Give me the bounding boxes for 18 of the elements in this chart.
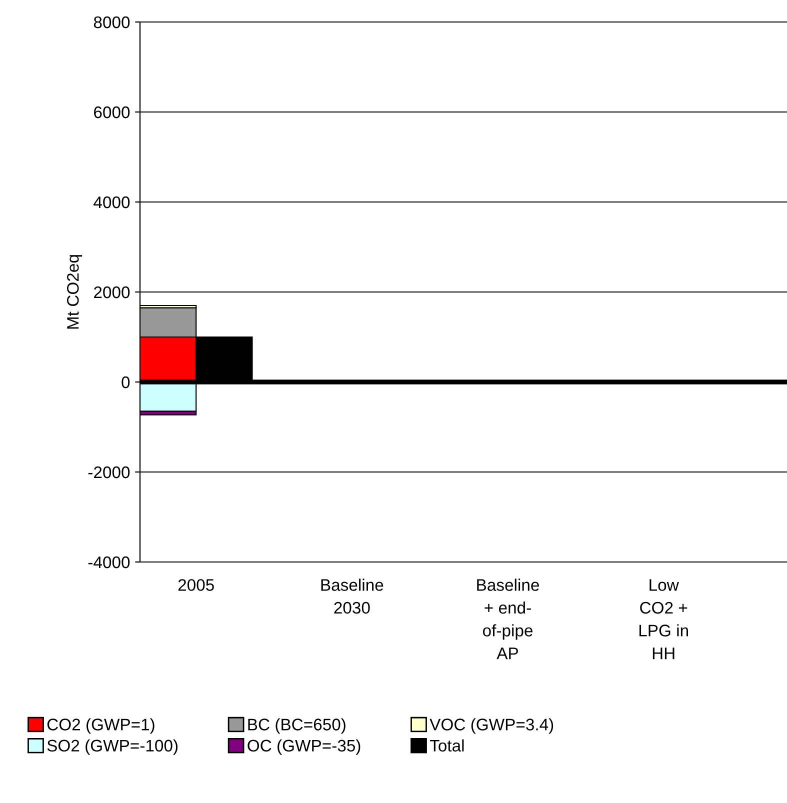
y-tick-label: -4000 — [88, 556, 130, 568]
legend-label: VOC (GWP=3.4) — [430, 718, 554, 734]
y-axis-title: Mt CO2eq — [67, 255, 82, 329]
y-tick-label: 6000 — [94, 106, 130, 118]
x-tick-label: 2005 — [178, 579, 214, 591]
x-tick-label: Low CO2 + LPG in HH — [639, 579, 688, 660]
legend-label: CO2 (GWP=1) — [47, 718, 154, 734]
y-tick-label: 4000 — [94, 196, 130, 208]
y-tick-label: 2000 — [94, 286, 130, 298]
legend-label: Total — [430, 739, 464, 752]
y-tick-label: 8000 — [94, 16, 130, 28]
y-tick-label: 0 — [122, 376, 130, 388]
y-tick-label: -2000 — [88, 466, 130, 478]
legend-label: SO2 (GWP=-100) — [47, 739, 178, 755]
x-tick-label: Baseline + end- of-pipe AP — [477, 578, 539, 660]
legend-label: OC (GWP=-35) — [248, 739, 360, 755]
x-tick-label: Baseline 2030 — [321, 578, 384, 614]
legend-label: BC (BC=650) — [248, 718, 346, 734]
